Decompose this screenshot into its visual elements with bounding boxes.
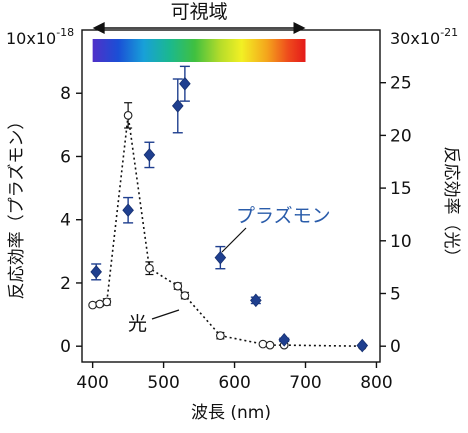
light-point <box>216 331 225 341</box>
x-axis-title: 波長 (nm) <box>191 403 271 423</box>
left-axis-exponent: 10x10-18 <box>6 26 74 48</box>
plasmon-annotation: プラズモン <box>236 205 331 227</box>
plasmon-annotation-leader <box>221 227 247 253</box>
plasmon-point <box>356 338 369 353</box>
left-tick-label: 2 <box>60 274 71 294</box>
right-tick-label: 20 <box>390 126 412 146</box>
visible-band-label: 可視域 <box>171 1 228 23</box>
visible-band-arrow-left <box>92 22 105 34</box>
x-tick-label: 400 <box>76 373 108 393</box>
right-axis-exponent-power: -21 <box>440 26 458 39</box>
left-axis-exponent-base: 10x10 <box>6 29 56 48</box>
plasmon-point <box>214 250 227 265</box>
light-point <box>123 111 133 120</box>
left-tick-label: 0 <box>60 337 71 357</box>
x-tick-label: 500 <box>147 373 179 393</box>
left-axis-exponent-power: -18 <box>56 26 74 39</box>
light-point <box>258 339 268 349</box>
left-tick-label: 8 <box>60 84 71 104</box>
light-point <box>88 300 97 310</box>
plasmon-point <box>250 293 262 308</box>
light-point <box>145 263 154 273</box>
light-point <box>180 291 190 300</box>
left-tick-label: 4 <box>60 211 71 231</box>
light-point <box>95 299 105 309</box>
right-tick-label: 10 <box>390 232 412 252</box>
right-tick-label: 15 <box>390 179 412 199</box>
light-point <box>265 340 275 350</box>
plasmon-point <box>90 265 102 279</box>
series-plasmon <box>90 65 369 353</box>
axis-ticks: 400 500 600 700 800 0 2 4 6 8 0 5 10 15 20 25 <box>60 74 411 393</box>
series-light <box>88 102 367 351</box>
x-tick-label: 700 <box>289 373 321 393</box>
plasmon-point <box>143 148 156 162</box>
light-point <box>102 297 112 307</box>
right-axis-exponent: 30x10-21 <box>390 26 458 48</box>
visible-spectrum-bar <box>92 39 306 62</box>
plasmon-point <box>179 76 191 91</box>
left-axis-title: 反応効率（プラズモン） <box>7 113 27 300</box>
light-annotation: 光 <box>128 313 147 335</box>
x-tick-label: 600 <box>218 373 250 393</box>
plasmon-point <box>171 99 184 113</box>
plasmon-point <box>122 203 134 218</box>
right-tick-label: 0 <box>390 337 401 357</box>
plasmon-point <box>278 333 291 347</box>
light-point <box>173 281 183 291</box>
right-tick-label: 25 <box>390 74 412 94</box>
visible-band-arrow-right <box>293 22 306 34</box>
light-line <box>92 115 363 347</box>
visible-band: 可視域 <box>92 1 306 62</box>
left-tick-label: 6 <box>60 147 71 167</box>
right-tick-label: 5 <box>390 284 401 304</box>
right-axis-exponent-base: 30x10 <box>390 29 440 48</box>
light-annotation-leader <box>151 309 180 320</box>
x-tick-label: 800 <box>360 373 392 393</box>
plot-frame <box>81 29 381 363</box>
right-axis-title: 反応効率（光） <box>441 147 461 266</box>
